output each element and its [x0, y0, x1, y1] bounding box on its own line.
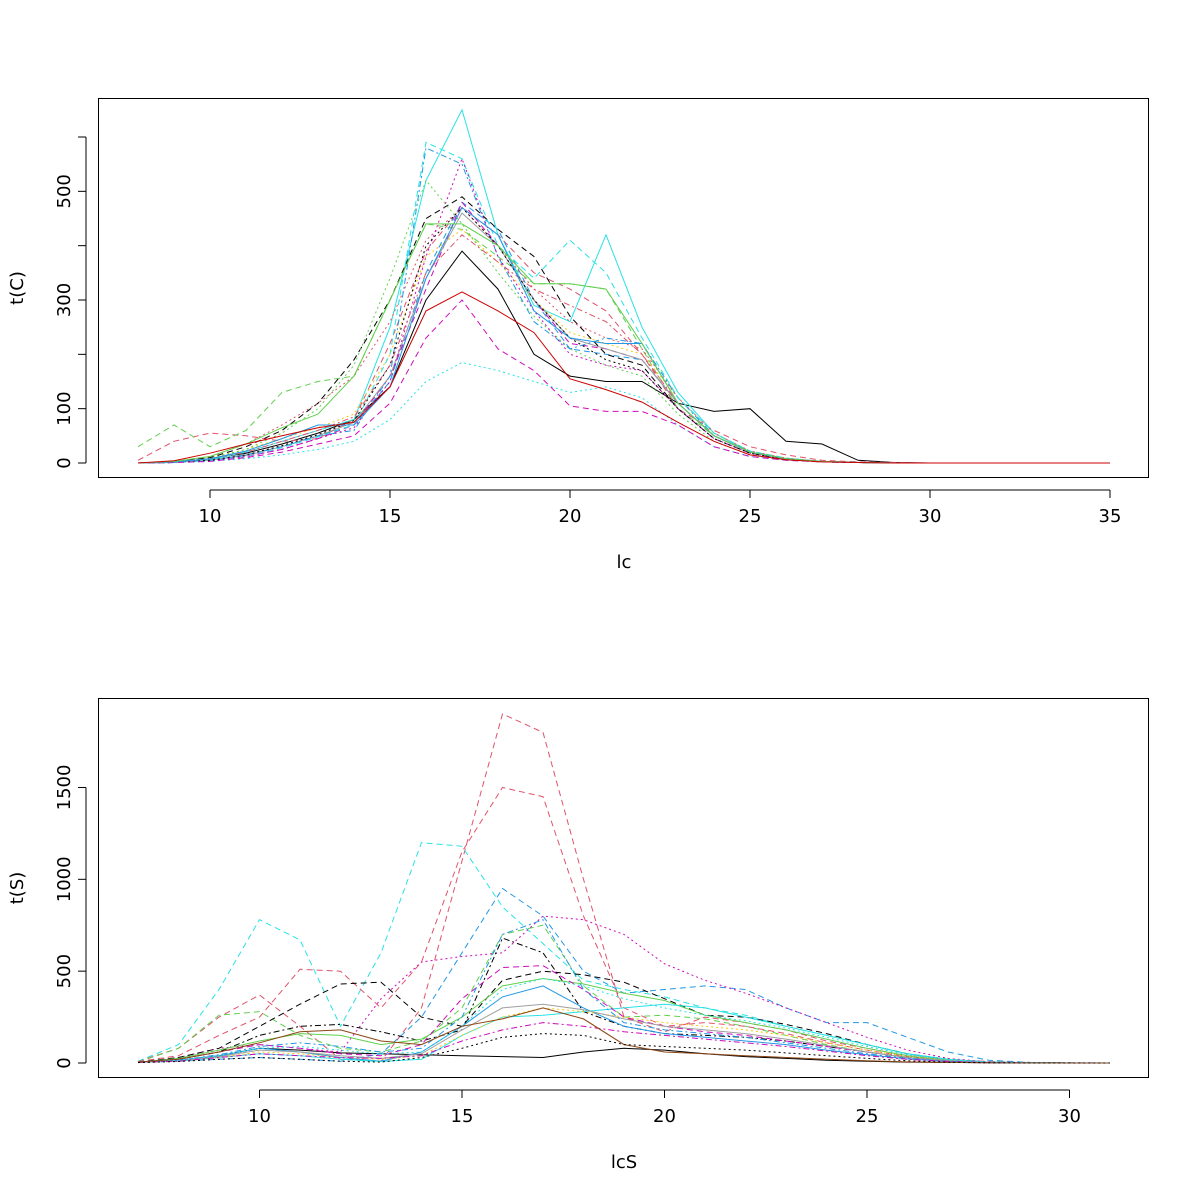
bottom-x-axis: 10 15 20 25 30 — [248, 1089, 1081, 1127]
series-line-0-0 — [137, 250, 1110, 464]
x-tick-label: 35 — [1099, 506, 1122, 527]
y-tick-label: 1500 — [54, 765, 75, 811]
bottom-plot-box — [98, 698, 1149, 1078]
x-tick-label: 15 — [379, 506, 402, 527]
x-tick-label: 20 — [653, 1106, 676, 1127]
series-line-1-5 — [137, 915, 1110, 1064]
x-tick-label: 30 — [919, 506, 942, 527]
series-line-1-17 — [137, 1022, 1110, 1064]
y-tick-label: 100 — [54, 391, 75, 425]
series-line-1-11 — [137, 1003, 1110, 1064]
top-plot-box — [98, 98, 1149, 478]
y-tick-label: 300 — [54, 283, 75, 317]
y-tick-label: 500 — [54, 174, 75, 208]
bottom-y-axis-title: t(S) — [7, 872, 28, 905]
x-tick-label: 20 — [559, 506, 582, 527]
top-y-axis-title: t(C) — [7, 271, 28, 305]
top-chart-panel: 10 15 20 25 30 35 0 100 300 500 lc t(C) — [7, 98, 1149, 573]
series-line-1-15 — [137, 919, 1110, 1064]
top-series-group — [137, 108, 1110, 464]
x-tick-label: 30 — [1058, 1106, 1081, 1127]
bottom-chart-panel: 10 15 20 25 30 0 500 1000 1500 lcS t(S) — [7, 698, 1149, 1173]
x-tick-label: 10 — [248, 1106, 271, 1127]
series-line-1-1 — [137, 713, 1111, 1064]
top-y-axis: 0 100 300 500 — [54, 136, 87, 469]
series-line-1-19 — [137, 1033, 1110, 1064]
bottom-series-group — [137, 713, 1111, 1064]
series-line-0-13 — [137, 157, 1110, 464]
series-line-1-14 — [137, 1003, 1110, 1064]
top-x-axis-title: lc — [617, 552, 632, 573]
series-line-0-20 — [137, 291, 1110, 464]
top-x-axis: 10 15 20 25 30 35 — [199, 489, 1122, 527]
x-tick-label: 25 — [739, 506, 762, 527]
series-line-1-9 — [137, 977, 1110, 1064]
y-tick-label: 1000 — [54, 856, 75, 902]
x-tick-label: 15 — [451, 1106, 474, 1127]
x-tick-label: 25 — [856, 1106, 879, 1127]
y-tick-label: 0 — [54, 457, 75, 468]
y-tick-label: 500 — [54, 954, 75, 988]
y-tick-label: 0 — [54, 1057, 75, 1068]
bottom-x-axis-title: lcS — [611, 1152, 637, 1173]
x-tick-label: 10 — [199, 506, 222, 527]
bottom-y-axis: 0 500 1000 1500 — [54, 765, 87, 1069]
series-line-1-2 — [137, 924, 1110, 1064]
